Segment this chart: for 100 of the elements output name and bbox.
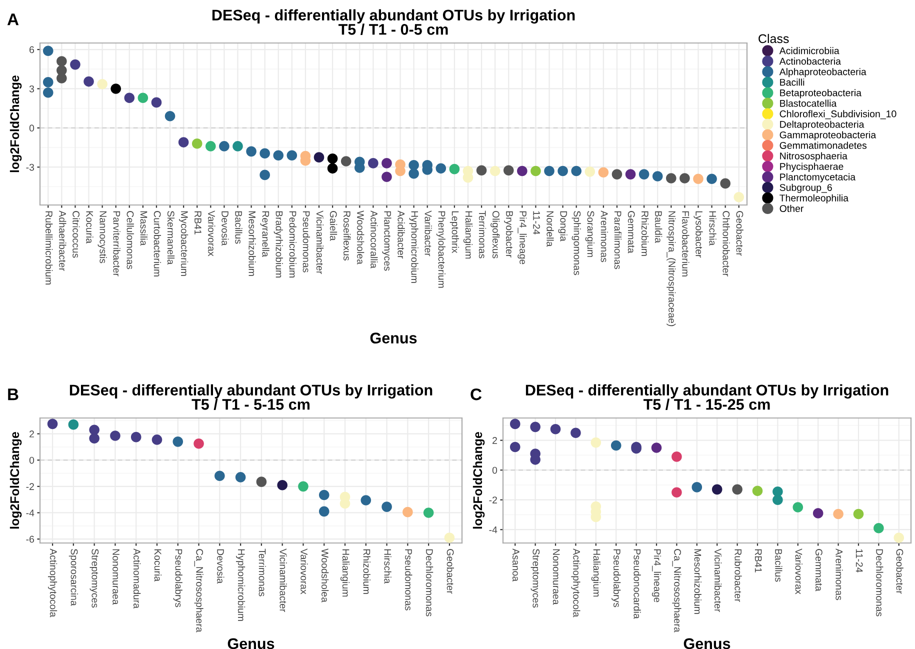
y-tick-label: -4 bbox=[489, 526, 498, 534]
x-tick-label: Actinomadura bbox=[133, 548, 141, 609]
y-tick-label: -4 bbox=[26, 510, 34, 516]
chart-title: DESeq - differentially abundant OTUs by Irrigation T5 / T1 - 15-25 cm bbox=[526, 384, 888, 410]
x-tick-label: Bauldia bbox=[655, 211, 662, 243]
x-tick-label: Vicinamibacter bbox=[316, 210, 324, 274]
x-tick-label: Terrimonas bbox=[258, 548, 266, 596]
x-tick-label: Arenimonas bbox=[600, 210, 608, 262]
x-tick-label: Hyphomicrobium bbox=[409, 211, 418, 283]
x-tick-label: Pseudonocardia bbox=[634, 549, 641, 619]
x-tick-label: Nonomuraea bbox=[552, 549, 560, 605]
x-tick-label: Variibacter bbox=[424, 210, 432, 256]
x-tick-label: Bradyrhizobium bbox=[274, 211, 283, 278]
x-tick-label: Phenylobacterium bbox=[436, 211, 446, 288]
x-tick-label: Rubellimicrobium bbox=[46, 211, 53, 284]
legend-label: Nitrososphaeria bbox=[780, 152, 848, 162]
legend-label: Phycisphaerae bbox=[780, 162, 844, 172]
legend-label: Chloroflexi_Subdivision_10 bbox=[780, 110, 896, 120]
x-tick-label: Kocuria bbox=[154, 549, 162, 582]
y-tick-label: -6 bbox=[26, 536, 34, 543]
x-tick-label: Woodsholea bbox=[357, 210, 364, 264]
x-tick-label: Roseiflexus bbox=[343, 211, 351, 260]
text: B bbox=[8, 388, 18, 400]
x-tick-label: Actinophytocola bbox=[48, 548, 58, 618]
x-tick-label: Pseudomonas bbox=[302, 211, 310, 272]
x-tick-label: Parafilimonas bbox=[614, 211, 622, 270]
x-tick-label: 11-24 bbox=[533, 211, 540, 234]
x-tick-label: Gaiella bbox=[330, 211, 338, 241]
x-tick-label: Dechloromonas bbox=[426, 549, 434, 616]
x-tick-label: Mycobacterium bbox=[179, 211, 188, 276]
x-tick-label: Streptomyces bbox=[530, 549, 540, 608]
legend-label: Thermoleophilia bbox=[780, 194, 849, 204]
y-tick-label: 2 bbox=[492, 437, 497, 444]
x-tick-label: Pir4_lineage bbox=[518, 211, 527, 264]
x-tick-label: Gemmata bbox=[628, 211, 635, 254]
x-tick-label: Sorangium bbox=[585, 211, 594, 257]
x-tick-label: Sporosarcina bbox=[68, 549, 78, 606]
legend-label: Bacilli bbox=[780, 78, 804, 86]
x-tick-label: Sphingomonas bbox=[572, 211, 581, 276]
x-tick-label: Cellulomonas bbox=[126, 211, 134, 270]
legend-label: Other bbox=[780, 204, 804, 212]
x-axis-title: Genus bbox=[370, 332, 417, 344]
y-tick-label: 3 bbox=[29, 85, 34, 92]
x-tick-label: Pedomicrobium bbox=[289, 211, 296, 278]
legend-label: Alphaproteobacteria bbox=[779, 68, 866, 78]
y-axis-title: log2FoldChange bbox=[10, 75, 22, 172]
y-tick-label: 0 bbox=[29, 124, 34, 132]
x-tick-label: Pir4_lineage bbox=[652, 549, 662, 602]
x-tick-label: Oligoflexus bbox=[490, 211, 500, 258]
x-tick-label: Bryobacter bbox=[504, 211, 514, 258]
y-axis-title: log2FoldChange bbox=[10, 432, 22, 529]
x-tick-label: Rhizobium bbox=[641, 211, 649, 256]
chart-title: DESeq - differentially abundant OTUs by Irrigation T5 / T1 - 5-15 cm bbox=[70, 384, 432, 410]
y-tick-label: 0 bbox=[29, 456, 34, 464]
x-tick-label: Bacillus bbox=[775, 549, 782, 582]
legend-label: Subgroup_6 bbox=[780, 184, 832, 193]
x-tick-label: Variovorax bbox=[208, 210, 216, 256]
x-tick-label: Rhizobium bbox=[363, 549, 370, 594]
text: C bbox=[470, 388, 482, 400]
legend-title: Class bbox=[758, 34, 789, 44]
x-tick-label: Streptomyces bbox=[90, 549, 99, 608]
x-tick-label: Chthoniobacter bbox=[722, 211, 730, 276]
x-tick-label: Dechloromonas bbox=[876, 549, 884, 616]
legend-label: Betaproteobacteria bbox=[780, 89, 862, 98]
x-tick-label: Geobacter bbox=[896, 549, 904, 594]
x-axis-title: Genus bbox=[684, 638, 730, 649]
x-tick-label: Kocuria bbox=[86, 211, 94, 244]
x-tick-label: Nonomuraea bbox=[112, 549, 120, 605]
x-tick-label: Mesorhizobium bbox=[248, 211, 256, 276]
x-tick-label: Acidibacter bbox=[398, 210, 405, 258]
text: A bbox=[7, 14, 19, 26]
x-tick-label: Geobacter bbox=[736, 211, 744, 256]
x-tick-label: Ca_Nitrososphaera bbox=[194, 549, 204, 632]
y-tick-label: -3 bbox=[26, 164, 34, 171]
x-tick-label: Hirschia bbox=[384, 549, 392, 584]
x-tick-label: Devosia bbox=[222, 211, 229, 246]
legend-label: Actinobacteria bbox=[779, 58, 841, 65]
x-axis-title: Genus bbox=[228, 638, 274, 649]
x-tick-label: Devosia bbox=[217, 549, 224, 584]
x-tick-label: Arenimonas bbox=[836, 548, 843, 600]
y-axis-title: log2FoldChange bbox=[472, 432, 485, 529]
x-tick-label: Skermanella bbox=[167, 211, 175, 265]
legend-label: Acidimicrobiia bbox=[779, 47, 840, 54]
x-tick-label: Planctomyces bbox=[382, 211, 392, 271]
x-tick-label: Curtobacterium bbox=[154, 211, 162, 276]
x-tick-label: Terrimonas bbox=[478, 210, 486, 258]
legend-label: Gammaproteobacteria bbox=[780, 131, 876, 140]
x-tick-label: Actinocorallia bbox=[370, 210, 378, 268]
x-tick-label: Citricoccus bbox=[72, 211, 80, 258]
x-tick-label: Pseudomonas bbox=[405, 549, 412, 610]
x-tick-label: Reyranella bbox=[260, 211, 270, 258]
x-tick-label: Pseudolabrys bbox=[173, 549, 182, 608]
x-tick-label: Actinophytocola bbox=[571, 548, 580, 618]
chart-title: DESeq - differentially abundant OTUs by Irrigation T5 / T1 - 0-5 cm bbox=[212, 9, 575, 35]
x-tick-label: RB41 bbox=[194, 211, 202, 234]
x-tick-label: Vicinamibacter bbox=[280, 548, 287, 612]
x-tick-label: Nordella bbox=[546, 211, 554, 247]
y-tick-label: 6 bbox=[30, 46, 34, 54]
x-tick-label: Gemmata bbox=[815, 549, 822, 592]
y-tick-label: 2 bbox=[30, 430, 34, 438]
